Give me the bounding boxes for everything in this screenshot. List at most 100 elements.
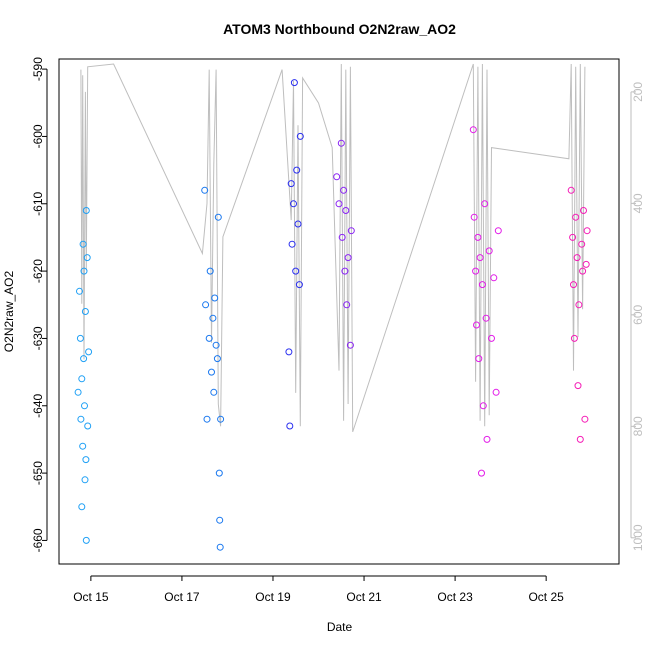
data-point [580,207,587,214]
data-point [292,267,300,275]
data-point [578,240,586,248]
y2-tick-label: 800 [631,416,645,436]
data-point [285,348,293,356]
data-point [567,186,575,194]
y2-tick-label: 200 [631,82,645,102]
data-point [583,227,591,235]
data-point [475,355,483,363]
data-point [217,415,225,423]
data-point [333,173,341,181]
data-point [579,267,587,275]
data-point [346,341,354,349]
data-point [76,334,84,342]
data-point [490,274,498,282]
data-point [569,233,577,241]
data-point [482,314,490,322]
chart-title: ATOM3 Northbound O2N2raw_AO2 [223,21,456,37]
data-point [208,368,215,376]
data-point [288,240,296,248]
data-point [294,220,302,228]
data-point [575,301,583,309]
y-tick-label: -650 [31,461,45,485]
data-point [485,247,493,255]
y-tick-label: -660 [31,528,45,552]
data-point [78,503,86,511]
data-point [570,334,578,342]
data-point [287,180,295,188]
data-point [572,213,580,221]
data-point [290,79,298,87]
data-point [203,415,211,423]
x-tick-label: Oct 15 [73,590,109,604]
data-point [470,213,478,221]
data-point [337,139,345,147]
data-point [81,308,89,315]
x-axis-label: Date [327,620,353,634]
data-point [472,267,480,275]
data-point [343,301,351,309]
x-tick-label: Oct 19 [255,590,291,604]
data-point [483,435,491,443]
data-point [488,334,495,342]
data-point [473,321,480,329]
data-point [478,281,486,289]
data-point [476,254,484,262]
data-point [341,267,349,275]
secondary-trace-series [80,63,586,433]
y-tick-label: -610 [31,191,45,215]
data-point [79,442,87,450]
data-point [76,287,83,295]
y-tick-label: -620 [31,259,45,283]
data-point [293,166,301,174]
data-point [211,294,219,302]
data-point [81,476,89,484]
data-point [574,382,582,390]
y-tick-label: -640 [31,393,45,417]
data-point [338,233,346,241]
data-point [295,281,303,289]
data-point [340,186,348,194]
data-point [216,543,224,551]
data-point [85,348,93,356]
secondary-trace-line [80,63,586,433]
data-point [290,200,297,208]
y-tick-label: -630 [31,326,45,350]
data-point [82,456,90,464]
data-point [296,132,304,140]
data-point [494,227,502,235]
data-point [474,233,482,241]
data-point [216,516,224,524]
data-point [205,334,213,342]
data-point [82,207,90,214]
data-point [214,213,222,221]
data-point [78,375,86,383]
y-tick-label: -600 [31,124,45,148]
data-point [84,422,92,430]
data-point [481,200,489,208]
data-point [335,200,343,208]
data-point [581,415,589,423]
data-point [210,388,218,396]
data-point [347,227,355,235]
data-point [80,355,88,363]
data-point [206,267,214,275]
data-point [74,388,82,396]
y-tick-label: -590 [31,57,45,81]
data-point [582,260,590,268]
data-point [213,355,221,363]
data-point [82,536,90,544]
data-point [80,267,88,275]
x-tick-label: Oct 17 [164,590,200,604]
data-point [209,314,217,322]
axes: Oct 15 Oct 17 Oct 19 Oct 21 Oct 23 Oct 25 -590… [31,57,645,604]
y-axis-label: O2N2raw_AO2 [2,270,16,352]
x-tick-label: Oct 21 [346,590,382,604]
data-point [212,341,220,349]
data-point [81,402,88,410]
y2-tick-label: 1000 [631,524,645,551]
data-point [79,240,87,248]
scatter-series [74,79,591,551]
data-point [286,422,294,430]
data-point [469,126,477,134]
